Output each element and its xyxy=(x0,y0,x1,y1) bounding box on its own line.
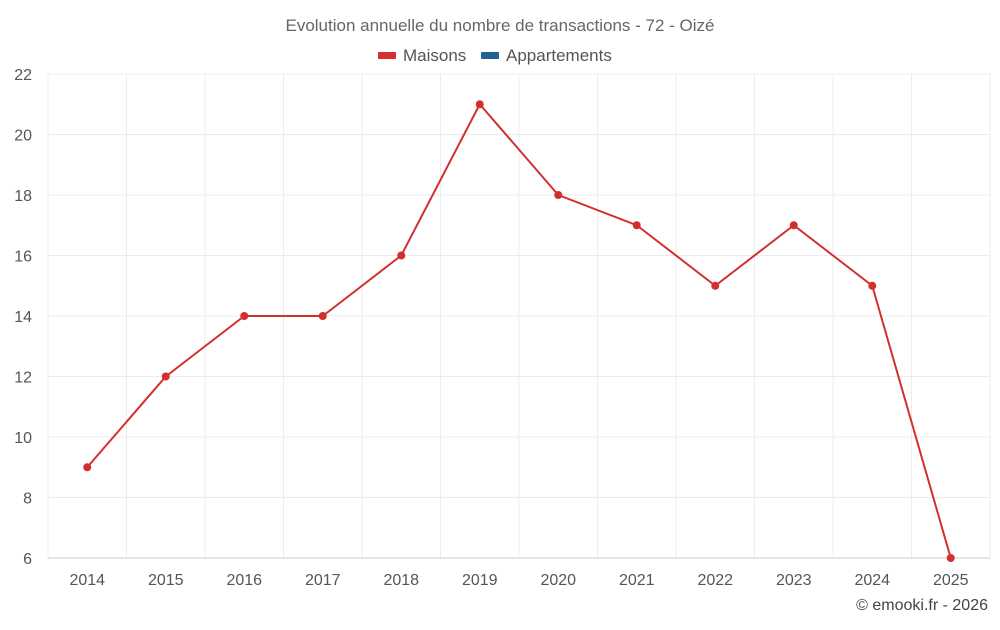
y-tick-label: 22 xyxy=(14,67,32,84)
series-line-maisons xyxy=(86,103,952,559)
grid xyxy=(47,73,991,559)
x-tick-label: 2023 xyxy=(776,572,812,589)
x-tick-labels: 2014 2015 2016 2017 2018 2019 2020 2021 2022 2023… xyxy=(69,572,968,589)
y-tick-label: 20 xyxy=(14,128,32,145)
legend-item-appartements[interactable]: Appartements xyxy=(481,46,612,65)
data-point-maisons[interactable] xyxy=(554,191,563,199)
y-tick-label: 14 xyxy=(14,309,32,326)
data-point-maisons[interactable] xyxy=(161,372,170,381)
data-point-maisons[interactable] xyxy=(83,463,92,472)
series xyxy=(83,100,955,562)
legend-swatch-appartements xyxy=(481,52,499,59)
legend[interactable]: Maisons Appartements xyxy=(378,46,612,65)
x-tick-label: 2017 xyxy=(305,572,341,589)
y-tick-label: 10 xyxy=(14,430,32,447)
data-point-maisons[interactable] xyxy=(789,221,798,230)
x-tick-label: 2024 xyxy=(854,572,890,589)
y-tick-label: 6 xyxy=(23,551,32,568)
legend-label-maisons: Maisons xyxy=(403,46,466,65)
data-point-maisons[interactable] xyxy=(946,554,955,562)
legend-swatch-maisons xyxy=(378,52,396,59)
x-tick-label: 2021 xyxy=(619,572,655,589)
data-point-maisons[interactable] xyxy=(318,312,327,320)
y-tick-labels: 6 8 10 12 14 16 18 20 22 xyxy=(14,67,32,568)
legend-item-maisons[interactable]: Maisons xyxy=(378,46,466,65)
x-tick-label: 2015 xyxy=(148,572,184,589)
legend-label-appartements: Appartements xyxy=(506,46,612,65)
data-point-maisons[interactable] xyxy=(632,221,641,230)
credit-text: © emooki.fr - 2026 xyxy=(856,597,988,614)
y-tick-label: 12 xyxy=(14,370,32,387)
x-tick-label: 2019 xyxy=(462,572,498,589)
y-tick-label: 8 xyxy=(23,491,32,508)
data-point-maisons[interactable] xyxy=(240,312,249,320)
x-tick-label: 2018 xyxy=(383,572,419,589)
data-point-maisons[interactable] xyxy=(868,281,877,290)
x-tick-label: 2014 xyxy=(69,572,105,589)
data-point-maisons[interactable] xyxy=(397,251,406,260)
x-tick-label: 2022 xyxy=(697,572,733,589)
x-tick-label: 2016 xyxy=(226,572,262,589)
data-point-maisons[interactable] xyxy=(711,281,720,290)
x-tick-label: 2020 xyxy=(540,572,576,589)
chart-title: Evolution annuelle du nombre de transact… xyxy=(285,16,714,35)
y-tick-label: 18 xyxy=(14,188,32,205)
x-tick-label: 2025 xyxy=(933,572,969,589)
y-tick-label: 16 xyxy=(14,249,32,266)
data-point-maisons[interactable] xyxy=(475,100,484,109)
